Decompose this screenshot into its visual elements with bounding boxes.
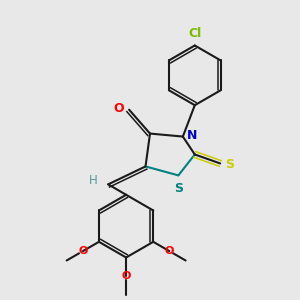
Text: N: N [186, 129, 197, 142]
Text: O: O [165, 246, 174, 256]
Text: O: O [113, 102, 124, 115]
Text: Cl: Cl [188, 27, 201, 40]
Text: O: O [122, 271, 131, 281]
Text: S: S [175, 182, 184, 195]
Text: O: O [78, 246, 88, 256]
Text: H: H [89, 174, 98, 187]
Text: S: S [226, 158, 235, 170]
